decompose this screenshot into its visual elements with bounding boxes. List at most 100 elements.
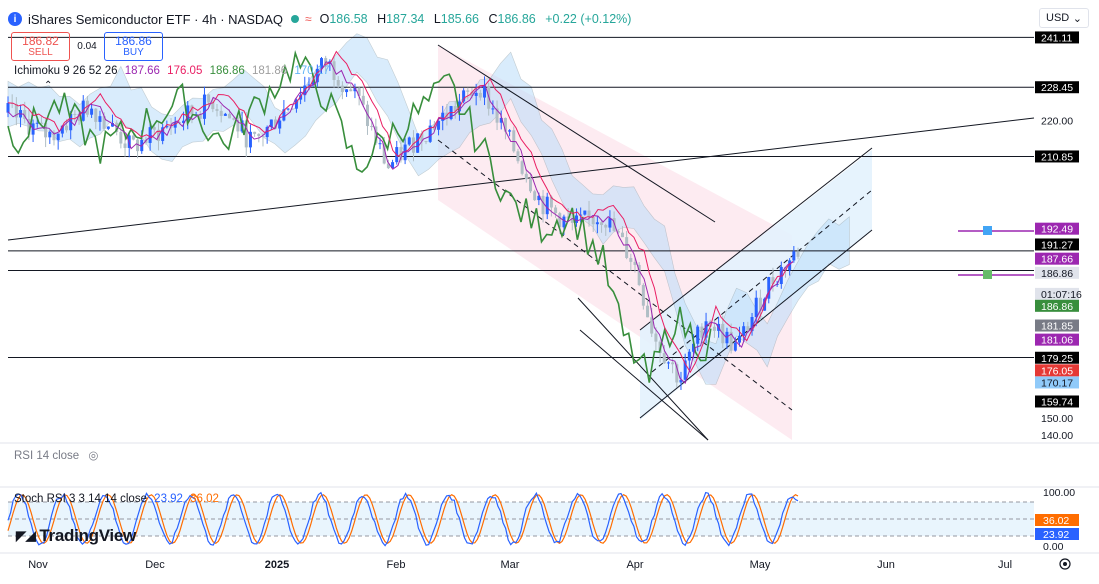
candle-body [115, 122, 119, 132]
candle-body [202, 94, 206, 119]
candle-body [228, 113, 232, 119]
candle-body [60, 125, 64, 134]
up-channel-mid[interactable] [651, 189, 873, 373]
candle-body [437, 120, 441, 130]
candle-body [261, 136, 265, 138]
down-channel-mid[interactable] [437, 139, 793, 411]
long-trendline[interactable] [7, 117, 1035, 241]
candle-body [236, 119, 240, 132]
candle-body [537, 195, 541, 201]
candle-body [738, 335, 741, 343]
x-tick-3: Feb [387, 559, 406, 571]
candle-body [579, 214, 583, 216]
candle-body [441, 112, 445, 121]
price-label-10: 181.85 [1041, 321, 1073, 333]
ichimoku-value-base: 176.05 [167, 65, 203, 77]
stoch-axis: 100.00 0.00 36.02 23.92 [1035, 487, 1079, 553]
price-label-7: 186.86 [1041, 268, 1073, 280]
candle-body [750, 317, 754, 332]
candle-body [244, 120, 248, 148]
candle-body [416, 133, 420, 153]
candle-body [646, 305, 650, 318]
legend-collapse-icon[interactable]: ⌃ [44, 80, 53, 91]
candle-body [424, 141, 428, 143]
trade-panel: 186.82 SELL 0.04 186.86 BUY [11, 32, 163, 61]
candle-body [432, 125, 436, 130]
stoch-lines [7, 491, 799, 547]
candle-body [687, 351, 691, 361]
price-label-bg-4 [1035, 222, 1079, 235]
chart-header: i iShares Semiconductor ETF · 4h · NASDA… [8, 6, 631, 32]
x-tick-7: Jun [877, 559, 895, 571]
candle-body [641, 284, 645, 306]
market-status-icon[interactable] [291, 15, 300, 23]
candle-body [290, 108, 294, 110]
candle-body [44, 122, 48, 138]
stoch-label-0: 36.02 [1043, 515, 1069, 527]
buy-button[interactable]: 186.86 BUY [104, 32, 163, 61]
candle-body [662, 353, 666, 364]
candle-body [349, 89, 353, 92]
alert-marker-1-icon[interactable] [983, 226, 992, 235]
price-label-6: 187.66 [1041, 254, 1073, 266]
candle-body [562, 216, 566, 228]
price-label-bg-11 [1035, 333, 1079, 346]
candle-body [700, 326, 704, 338]
candle-body [729, 331, 733, 351]
candle-body [186, 105, 190, 121]
rsi-legend[interactable]: RSI 14 close ◎ [14, 448, 98, 462]
price-label-15: 159.74 [1041, 396, 1073, 408]
candle-body [633, 261, 637, 265]
candle-body [754, 297, 758, 318]
candle-body [453, 106, 457, 112]
candle-body [77, 114, 81, 121]
candle-body [48, 131, 52, 138]
down-channel-lower[interactable] [579, 329, 709, 441]
candle-body [533, 191, 537, 201]
candle-body [207, 94, 211, 103]
candle-body [219, 110, 223, 116]
candle-body [403, 144, 407, 161]
up-channel-upper[interactable] [639, 147, 873, 331]
candle-body [462, 90, 466, 102]
stoch-k-value: 23.92 [154, 493, 183, 505]
candle-body [704, 321, 708, 338]
x-tick-8: Jul [998, 559, 1012, 571]
price-label-bg-3 [1035, 150, 1079, 163]
alert-marker-2-icon[interactable] [983, 270, 992, 279]
ichimoku-lines [7, 49, 794, 384]
compare-icon[interactable]: ≈ [305, 12, 312, 26]
stoch-legend[interactable]: Stoch RSI 3 3 14 14 close 23.92 36.02 [14, 493, 219, 505]
symbol-title[interactable]: iShares Semiconductor ETF · 4h · NASDAQ [28, 11, 284, 27]
candle-body [39, 122, 43, 124]
candle-body [541, 195, 545, 215]
base-line [7, 50, 794, 374]
candle-body [336, 80, 340, 86]
candle-body [69, 113, 73, 131]
ichimoku-legend[interactable]: Ichimoku 9 26 52 26 187.66 176.05 186.86… [14, 65, 330, 77]
time-axis[interactable]: Nov Dec 2025 Feb Mar Apr May Jun Jul [28, 559, 1012, 571]
eye-hidden-icon[interactable]: ◎ [88, 450, 99, 462]
candle-body [466, 90, 470, 92]
price-label-11: 181.06 [1041, 335, 1073, 347]
price-label-13: 176.05 [1041, 365, 1073, 377]
down-channel-upper[interactable] [437, 44, 716, 223]
currency-select[interactable]: USD ⌄ [1039, 8, 1089, 28]
price-axis[interactable]: 241.11 228.45 220.00 210.85 192.49 191.27 187.… [1035, 31, 1082, 442]
sell-button[interactable]: 186.82 SELL [11, 32, 70, 61]
rsi-label: RSI 14 close [14, 450, 80, 462]
candle-body [671, 362, 675, 365]
price-label-bg-6 [1035, 252, 1079, 265]
tradingview-logo: ◤◢ TradingView [16, 526, 136, 546]
settings-gear-icon[interactable] [1059, 558, 1071, 570]
candle-body [274, 119, 278, 129]
candle-body [161, 127, 165, 141]
price-label-1: 228.45 [1041, 82, 1073, 94]
candle-body [269, 119, 273, 127]
candle-body [595, 222, 599, 225]
down-channel-lower-a[interactable] [577, 297, 709, 441]
tradingview-mark-icon: ◤◢ [16, 528, 36, 543]
ichimoku-label: Ichimoku 9 26 52 26 [14, 65, 118, 77]
symbol-logo-icon[interactable]: i [8, 12, 22, 26]
